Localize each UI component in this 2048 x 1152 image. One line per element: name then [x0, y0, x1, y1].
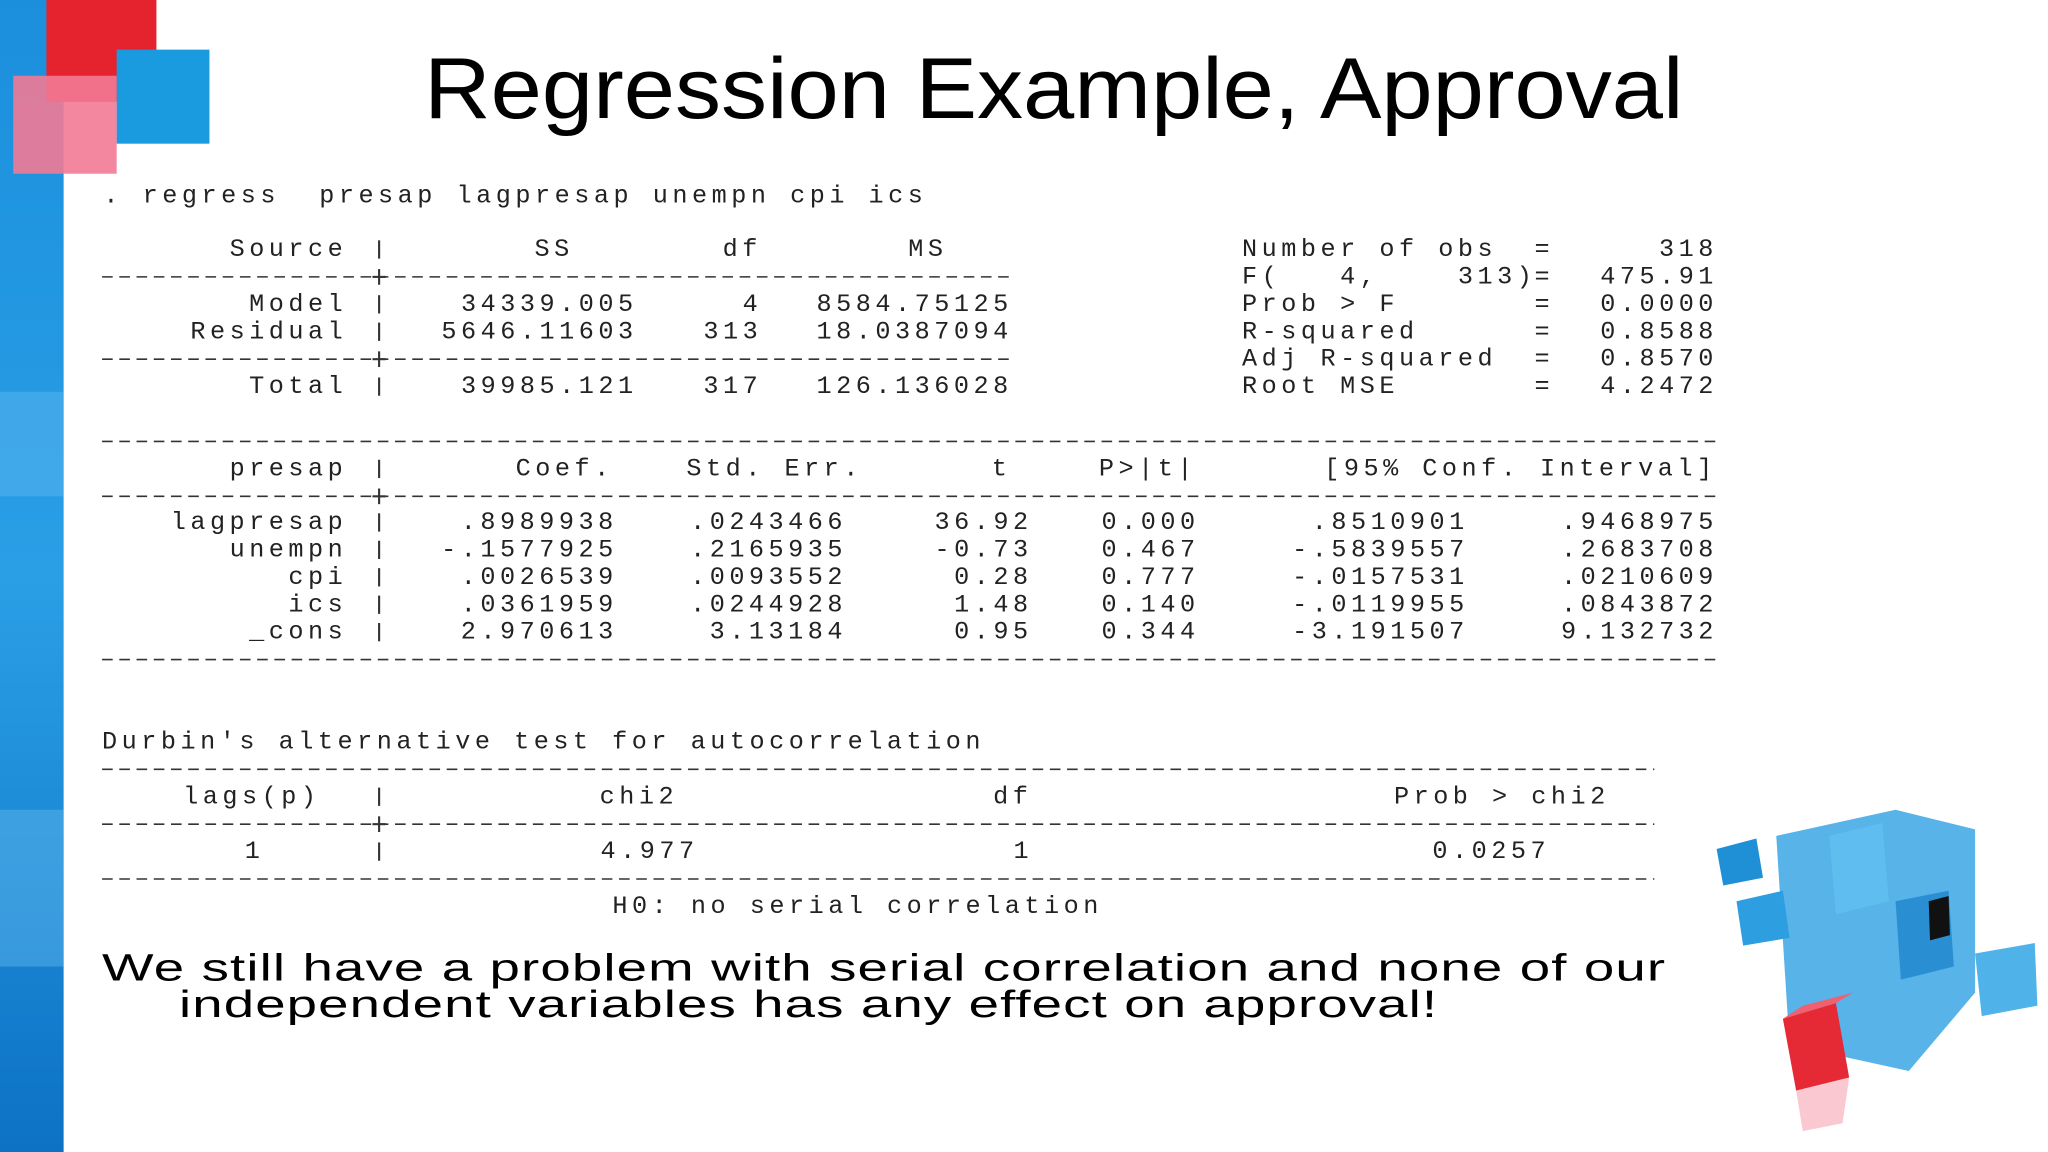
- stat-label: Prob > F: [1242, 290, 1399, 319]
- table-header: SS: [534, 235, 573, 264]
- table-cell: -.5839557: [1292, 536, 1469, 565]
- stat-value: 475.91: [1600, 263, 1718, 292]
- table-cell: unempn: [230, 536, 348, 565]
- table-cell: .0026539: [461, 563, 618, 592]
- table-cell: .0093552: [690, 563, 847, 592]
- table-cell: 3.13184: [710, 618, 847, 647]
- table-cell: 1.48: [954, 590, 1032, 619]
- table-cell: _cons: [248, 618, 347, 647]
- cube-cluster: [1716, 809, 2038, 1132]
- stat-value: 4.2472: [1600, 372, 1718, 401]
- table-cell: 0.140: [1102, 590, 1200, 619]
- table-header: lags(p): [183, 782, 320, 811]
- stat-value: 318: [1659, 235, 1718, 264]
- table-cell: 313: [703, 317, 762, 346]
- table-cell: Residual: [190, 317, 347, 346]
- stat-label: R-squared: [1242, 317, 1419, 346]
- table-cell: 2.970613: [461, 618, 618, 647]
- table-cell: .0361959: [461, 590, 618, 619]
- table-cell: 9.132732: [1561, 618, 1718, 647]
- table-header: Std. Err.: [686, 455, 863, 484]
- stata-output: . regress presap lagpresap unempn cpi ic…: [102, 182, 1718, 1026]
- table-cell: 0.95: [954, 618, 1032, 647]
- table-header: P>|t|: [1099, 455, 1197, 484]
- table-cell: .9468975: [1561, 508, 1718, 537]
- stat-value: 0.8588: [1600, 317, 1718, 346]
- table-cell: -.0119955: [1292, 590, 1469, 619]
- table-cell: -.0157531: [1292, 563, 1469, 592]
- table-cell: ics: [288, 590, 347, 619]
- strip-shade: [0, 809, 64, 967]
- strip-shade: [0, 391, 64, 497]
- table-cell: -0.73: [935, 536, 1033, 565]
- table-cell: 0.344: [1102, 618, 1200, 647]
- table-header: t: [992, 455, 1012, 484]
- side-strip: [0, 0, 64, 1152]
- table-cell: 0.777: [1102, 563, 1200, 592]
- equals-sign: =: [1534, 235, 1554, 264]
- table-cell: 0.0257: [1432, 837, 1550, 866]
- equals-sign: =: [1534, 372, 1554, 401]
- test-title: Durbin's alternative test for autocorrel…: [102, 728, 985, 757]
- table-cell: 39985.121: [461, 372, 638, 401]
- table-cell: cpi: [288, 563, 347, 592]
- table-cell: .2165935: [690, 536, 847, 565]
- table-header: df: [723, 235, 762, 264]
- table-cell: 0.000: [1102, 508, 1200, 537]
- equals-sign: =: [1534, 345, 1554, 374]
- command: . regress presap lagpresap unempn cpi ic…: [103, 182, 927, 211]
- table-cell: 1: [245, 837, 265, 866]
- table-cell: .0244928: [690, 590, 847, 619]
- table-cell: .2683708: [1561, 536, 1718, 565]
- equals-sign: =: [1534, 263, 1554, 292]
- table-cell: 4: [743, 290, 763, 319]
- table-header: df: [993, 782, 1032, 811]
- deco-square: [116, 49, 210, 144]
- table-cell: -3.191507: [1292, 618, 1469, 647]
- stat-value: 0.0000: [1600, 290, 1718, 319]
- table-cell: 18.0387094: [817, 317, 1013, 346]
- table-cell: lagpresap: [171, 508, 348, 537]
- slide-title: Regression Example, Approval: [424, 41, 1683, 137]
- table-header: Coef.: [516, 455, 614, 484]
- stat-label: F( 4, 313): [1242, 263, 1536, 292]
- table-cell: Total: [249, 372, 347, 401]
- table-cell: 126.136028: [817, 372, 1013, 401]
- table-cell: 34339.005: [461, 290, 638, 319]
- table-cell: Model: [249, 290, 347, 319]
- table-cell: 317: [703, 372, 762, 401]
- table-cell: .8510901: [1312, 508, 1469, 537]
- table-cell: 0.28: [954, 563, 1032, 592]
- stat-label: Root MSE: [1242, 372, 1399, 401]
- table-cell: .0210609: [1561, 563, 1718, 592]
- table-header: Source: [230, 235, 348, 264]
- table-cell: 4.977: [600, 837, 698, 866]
- table-cell: .0843872: [1561, 590, 1718, 619]
- conclusion-line: independent variables has any effect on …: [179, 983, 1438, 1026]
- table-header: MS: [908, 235, 947, 264]
- table-header: Prob > chi2: [1394, 782, 1610, 811]
- deco-square: [13, 75, 117, 174]
- table-cell: 1: [1014, 837, 1034, 866]
- table-cell: 8584.75125: [817, 290, 1013, 319]
- equals-sign: =: [1534, 317, 1554, 346]
- table-cell: .0243466: [690, 508, 847, 537]
- table-cell: -.1577925: [441, 536, 618, 565]
- table-header: chi2: [600, 782, 678, 811]
- table-header: presap: [230, 455, 348, 484]
- conclusion-line: We still have a problem with serial corr…: [102, 947, 1666, 990]
- test-note: H0: no serial correlation: [612, 892, 1103, 921]
- stat-label: Adj R-squared: [1242, 345, 1497, 374]
- table-cell: .8989938: [461, 508, 618, 537]
- table-header: [95% Conf. Interval]: [1324, 455, 1716, 484]
- equals-sign: =: [1534, 290, 1554, 319]
- stat-label: Number of obs: [1242, 235, 1497, 264]
- table-cell: 0.467: [1102, 536, 1200, 565]
- table-cell: 5646.11603: [441, 317, 637, 346]
- stat-value: 0.8570: [1600, 345, 1718, 374]
- table-cell: 36.92: [935, 508, 1033, 537]
